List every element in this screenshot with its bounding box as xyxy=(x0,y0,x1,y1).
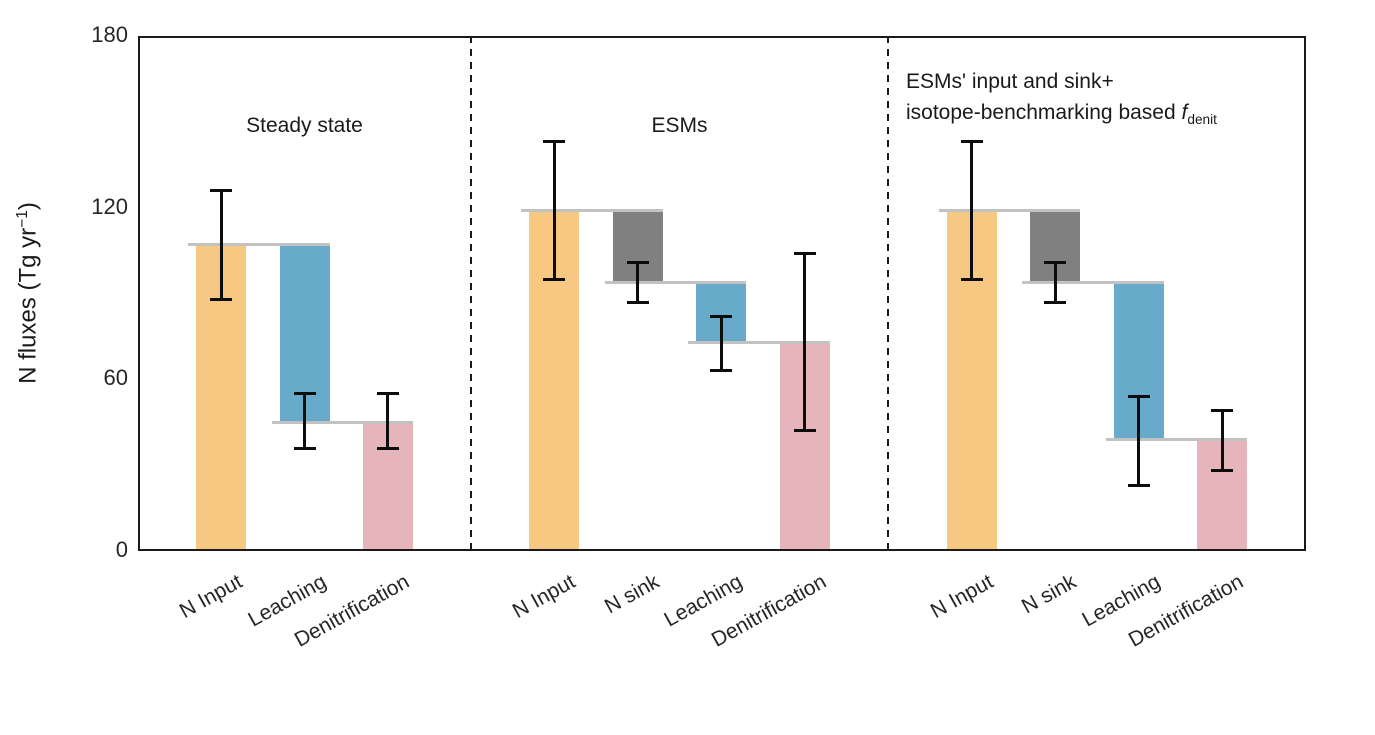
error-bar-cap xyxy=(376,392,399,396)
waterfall-connector xyxy=(1022,280,1164,284)
panel-title-line: isotope-benchmarking based fdenit xyxy=(906,97,1217,135)
waterfall-connector xyxy=(521,209,663,213)
error-bar-cap xyxy=(1127,483,1150,487)
panel-title-segment: f xyxy=(1181,101,1188,124)
y-tick-label: 180 xyxy=(91,22,128,47)
error-bar-cap xyxy=(543,140,566,144)
error-bar-cap xyxy=(626,300,649,304)
waterfall-connector xyxy=(604,280,747,284)
error-bar-cap xyxy=(293,392,316,396)
error-bar-stem xyxy=(1220,410,1224,471)
waterfall-connector xyxy=(1105,437,1248,441)
y-tick-label: 120 xyxy=(91,193,128,219)
error-bar-cap xyxy=(626,260,649,264)
waterfall-connector xyxy=(938,209,1081,213)
error-bar-stem xyxy=(386,393,390,448)
panel-title: ESMs xyxy=(471,110,888,141)
error-bar-stem xyxy=(552,141,556,280)
panel-title-segment: isotope-benchmarking based xyxy=(906,101,1182,124)
panel-title-segment: ESMs xyxy=(651,114,708,137)
y-tick-label: 0 xyxy=(115,537,128,562)
error-bar-cap xyxy=(793,251,816,255)
error-bar-cap xyxy=(293,446,316,450)
error-bar-cap xyxy=(1127,395,1150,398)
panel-title-segment: Steady state xyxy=(246,114,363,137)
error-bar-cap xyxy=(1044,260,1067,264)
waterfall-connector xyxy=(271,420,413,424)
error-bar-stem xyxy=(303,393,306,448)
error-bar-cap xyxy=(1044,300,1067,304)
error-bar-stem xyxy=(803,253,807,431)
error-bar-cap xyxy=(1211,469,1234,473)
error-bar-stem xyxy=(719,316,723,371)
panel-title: Steady state xyxy=(138,110,471,141)
error-bar-cap xyxy=(543,277,566,281)
error-bar-stem xyxy=(970,141,974,280)
y-tick-label: 60 xyxy=(103,365,128,391)
panel-title-segment: denit xyxy=(1187,111,1217,127)
error-bar-cap xyxy=(793,429,816,433)
error-bar-stem xyxy=(219,190,223,300)
error-bar-cap xyxy=(710,369,733,373)
error-bar-cap xyxy=(710,314,733,318)
error-bar-stem xyxy=(1053,262,1057,303)
panel-title-line: ESMs' input and sink+ xyxy=(906,66,1217,97)
panel-title-line: ESMs xyxy=(471,110,888,141)
panel-title-line: Steady state xyxy=(138,110,471,141)
error-bar-cap xyxy=(1211,409,1234,413)
error-bar-cap xyxy=(210,297,233,301)
error-bar-cap xyxy=(960,140,983,144)
error-bar-cap xyxy=(960,277,983,281)
waterfall-connector xyxy=(188,243,330,247)
error-bar-stem xyxy=(1137,396,1141,486)
error-bar-cap xyxy=(376,446,399,450)
error-bar-stem xyxy=(636,262,640,303)
panel-title: ESMs' input and sink+ isotope-benchmarkin… xyxy=(906,66,1217,135)
error-bar-cap xyxy=(210,189,233,192)
panel-title-segment: ESMs' input and sink+ xyxy=(906,70,1114,93)
waterfall-connector xyxy=(688,340,830,344)
